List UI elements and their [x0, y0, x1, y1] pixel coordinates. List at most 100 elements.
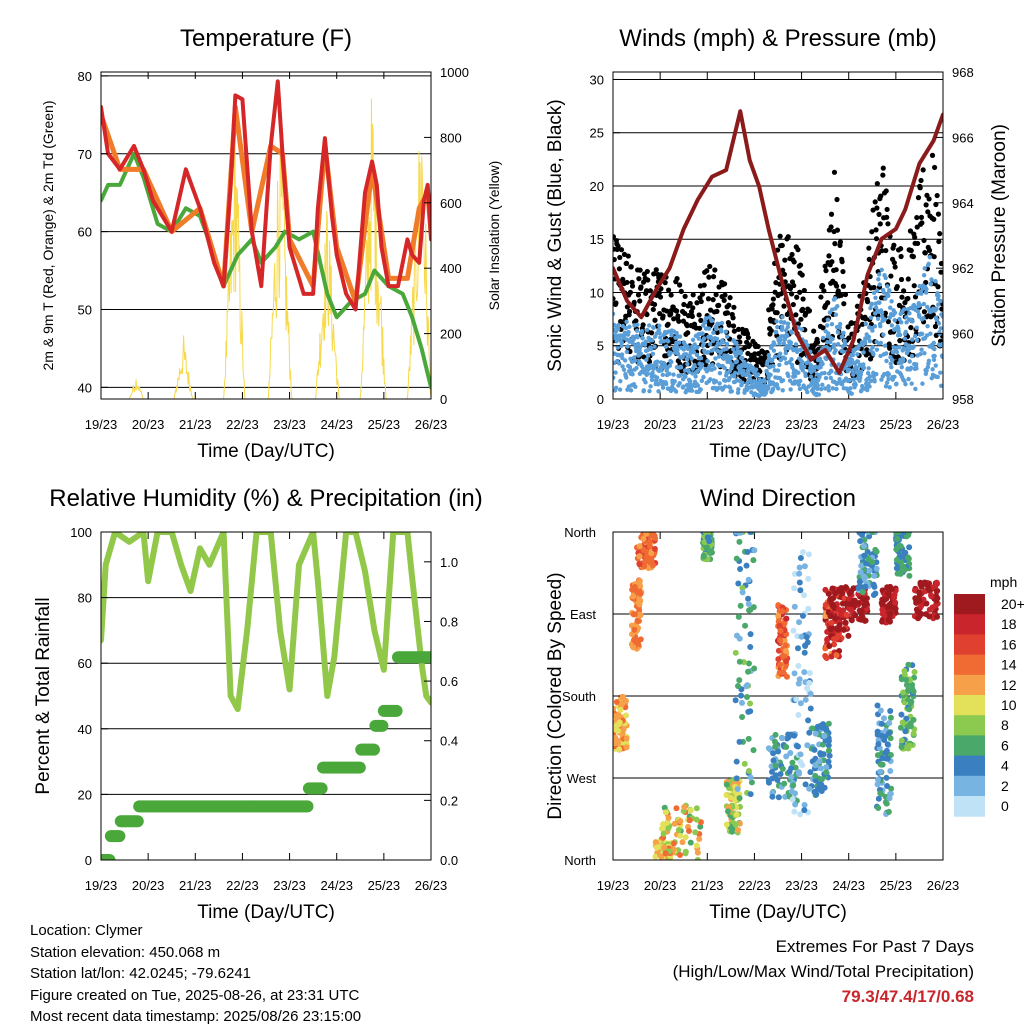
- wind-point: [921, 273, 927, 278]
- wind-point: [690, 337, 696, 343]
- gust-point: [822, 263, 828, 269]
- wind-point: [936, 302, 941, 307]
- wind-point: [908, 365, 914, 371]
- x-tick-label: 19/23: [597, 417, 630, 432]
- direction-point: [745, 708, 752, 715]
- wind-point: [889, 323, 895, 328]
- legend-label: 18: [1001, 616, 1017, 632]
- gust-point: [777, 233, 783, 239]
- gust-point: [721, 297, 727, 303]
- panel-title: Relative Humidity (%) & Precipitation (i…: [49, 485, 482, 512]
- gust-point: [698, 317, 704, 323]
- gust-point: [616, 266, 622, 272]
- x-tick-label: 26/23: [927, 417, 960, 432]
- x-tick-label: 22/23: [738, 417, 771, 432]
- direction-point: [921, 579, 928, 586]
- gust-point: [682, 293, 688, 299]
- gust-point: [721, 281, 728, 287]
- gust-point: [922, 250, 928, 256]
- y-tick-label-left: 60: [78, 656, 92, 671]
- gust-point: [638, 284, 644, 290]
- wind-point: [931, 357, 937, 363]
- direction-point: [681, 804, 688, 811]
- wind-point: [912, 333, 918, 339]
- direction-point: [765, 777, 772, 784]
- wind-point: [921, 316, 926, 321]
- direction-point: [836, 621, 843, 628]
- precip-point: [113, 830, 126, 843]
- wind-point: [816, 392, 822, 397]
- wind-point: [875, 309, 880, 314]
- gust-point: [640, 322, 646, 328]
- gust-point: [891, 242, 897, 248]
- direction-point: [884, 782, 891, 789]
- wind-point: [765, 360, 770, 365]
- gust-point: [931, 254, 937, 260]
- gust-point: [819, 283, 826, 289]
- wind-point: [873, 305, 879, 310]
- wind-point: [768, 372, 773, 378]
- gust-point: [677, 282, 683, 288]
- direction-point: [835, 626, 842, 633]
- wind-point: [933, 363, 938, 368]
- wind-point: [914, 366, 919, 371]
- wind-point: [803, 373, 808, 379]
- wind-point: [940, 341, 943, 347]
- gust-point: [914, 214, 920, 221]
- legend-label: 20+: [1001, 596, 1024, 612]
- direction-point: [782, 793, 789, 800]
- direction-point: [822, 601, 829, 608]
- panel-3: Relative Humidity (%) & Precipitation (i…: [33, 485, 483, 923]
- wind-point: [641, 388, 647, 393]
- wind-point: [657, 323, 662, 328]
- direction-point: [772, 731, 779, 738]
- direction-point: [829, 585, 836, 592]
- direction-point: [779, 765, 786, 772]
- direction-point: [671, 820, 678, 827]
- wind-point: [935, 374, 940, 380]
- gust-point: [633, 318, 639, 324]
- direction-point: [649, 562, 656, 569]
- wind-point: [856, 343, 862, 348]
- direction-point: [795, 711, 802, 718]
- direction-point: [701, 539, 708, 546]
- wind-point: [827, 347, 832, 353]
- wind-point: [835, 304, 840, 309]
- wind-point: [824, 323, 830, 328]
- gust-point: [938, 260, 943, 267]
- plot-area: [101, 75, 431, 399]
- direction-point: [842, 619, 849, 626]
- gust-point: [939, 306, 943, 312]
- wind-point: [678, 373, 684, 378]
- wind-point: [627, 364, 633, 370]
- direction-point: [892, 599, 899, 606]
- direction-point: [911, 669, 918, 676]
- direction-point: [748, 779, 755, 786]
- wind-point: [854, 365, 860, 370]
- direction-point: [800, 592, 807, 599]
- wind-point: [656, 382, 661, 387]
- wind-point: [936, 321, 942, 326]
- direction-point: [887, 610, 894, 617]
- wind-point: [633, 384, 638, 390]
- gust-point: [701, 282, 707, 288]
- gust-point: [880, 172, 886, 178]
- direction-point: [881, 737, 888, 744]
- direction-point: [796, 570, 803, 577]
- direction-point: [857, 616, 864, 623]
- wind-point: [820, 361, 825, 367]
- gust-point: [624, 279, 630, 286]
- direction-point: [787, 749, 794, 756]
- gust-point: [862, 316, 869, 322]
- speed-legend: mph 20+ 18 16 14 12 10 8 6 4 2 0: [954, 574, 1024, 817]
- gust-point: [908, 247, 914, 254]
- direction-point: [908, 698, 915, 705]
- direction-point: [802, 781, 809, 788]
- x-tick-label: 23/23: [785, 878, 818, 893]
- legend-swatch: [954, 715, 985, 736]
- wind-point: [793, 342, 799, 347]
- wind-point: [690, 371, 695, 376]
- direction-point: [750, 604, 757, 611]
- gust-point: [833, 267, 839, 273]
- wind-point: [682, 368, 688, 373]
